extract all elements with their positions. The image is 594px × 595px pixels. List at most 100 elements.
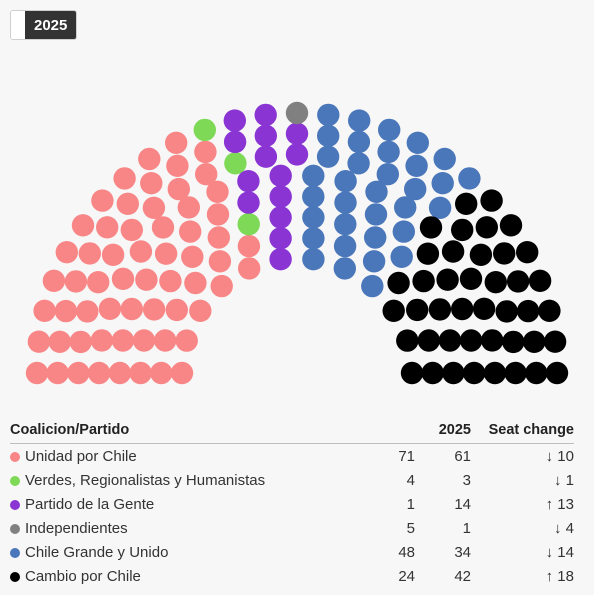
party-name-cell: Independientes [10, 516, 340, 540]
seat-dot [108, 361, 132, 385]
seat-dot [101, 243, 125, 266]
seat-dot [206, 203, 230, 226]
party-color-dot [10, 548, 20, 558]
seat-dot [516, 241, 539, 264]
party-color-dot [10, 500, 20, 510]
seat-change: ↓ 4 [553, 520, 574, 537]
seat-dot [269, 227, 292, 250]
seat-dot [96, 216, 119, 239]
seat-dot [64, 270, 88, 293]
seat-dot [181, 245, 204, 268]
parliament-chart [25, 101, 569, 385]
seat-dot [175, 329, 198, 352]
seat-dot [78, 242, 102, 265]
seat-dot [516, 299, 540, 323]
seat-dot [543, 330, 567, 353]
seat-dot [459, 329, 483, 352]
previous-seats: 48 [398, 544, 415, 561]
seat-dot [98, 297, 122, 320]
seat-dot [27, 330, 51, 353]
seat-table: Coalicion/Partido 2025 Seat change Unida… [10, 419, 574, 588]
seat-dot [347, 152, 370, 175]
seat-dot [404, 177, 427, 201]
seat-dot [167, 177, 190, 201]
seat-dot [138, 147, 161, 171]
seat-dot [416, 242, 440, 265]
seat-dot [87, 361, 111, 385]
seat-dot [480, 189, 503, 212]
seat-dot [91, 189, 114, 212]
seat-dot [451, 297, 474, 321]
seat-dot [504, 361, 527, 385]
seat-dot [120, 297, 143, 321]
seat-change: ↑ 18 [545, 568, 574, 585]
seat-dot [400, 361, 424, 385]
seat-dot [254, 145, 278, 168]
party-name-cell: Partido de la Gente [10, 492, 340, 516]
seat-dot [545, 361, 569, 385]
seat-dot [421, 361, 444, 385]
seats-2025: 14 [454, 496, 471, 513]
seat-dot [111, 267, 135, 290]
seat-dot [285, 143, 309, 166]
party-name: Chile Grande y Unido [25, 544, 169, 561]
seat-dot [254, 103, 277, 127]
seat-dot [179, 220, 202, 243]
seat-dot [462, 361, 486, 385]
seat-dot [55, 241, 78, 264]
seat-dot [348, 109, 371, 132]
seat-dot [428, 298, 452, 321]
year-toggle[interactable]: 2025 [10, 10, 78, 40]
seat-dot [140, 172, 163, 195]
party-name-cell: Verdes, Regionalistas y Humanistas [10, 468, 340, 492]
seat-dot [151, 216, 175, 239]
seat-dot [207, 226, 230, 249]
seat-dot [419, 216, 443, 239]
seat-dot [67, 361, 90, 385]
seat-dot [523, 330, 546, 353]
seat-dot [469, 243, 493, 266]
seat-dot [184, 271, 207, 295]
seat-dot [208, 250, 232, 273]
seat-dot [333, 257, 356, 280]
seat-dot [76, 300, 99, 323]
seats-2025: 61 [454, 448, 471, 465]
previous-seats: 5 [406, 520, 415, 537]
seat-dot [525, 361, 548, 385]
seat-dot [54, 299, 78, 323]
seat-dot [71, 214, 95, 237]
seat-dot [25, 361, 49, 385]
seat-dot [210, 274, 233, 298]
party-name: Verdes, Regionalistas y Humanistas [25, 472, 266, 489]
seat-dot [316, 145, 340, 168]
seat-dot [302, 185, 325, 208]
header-party: Coalicion/Partido [10, 419, 340, 444]
seat-change: ↓ 10 [545, 448, 574, 465]
seat-dot [165, 131, 188, 154]
seat-dot [159, 269, 182, 293]
seat-dot [269, 164, 292, 187]
party-name: Independientes [25, 520, 128, 537]
seat-change: ↓ 14 [545, 544, 574, 561]
seat-dot [254, 124, 277, 147]
seat-dot [170, 361, 194, 385]
seat-dot [431, 172, 454, 195]
seat-dot [113, 167, 136, 190]
seat-dot [237, 234, 261, 258]
seat-dot [285, 101, 309, 125]
toggle-off-segment[interactable] [11, 11, 25, 39]
seat-dot [154, 242, 178, 265]
seat-dot [42, 269, 66, 292]
seat-dot [406, 298, 429, 322]
seat-dot [472, 297, 496, 320]
seat-dot [69, 330, 92, 354]
seat-dot [237, 170, 260, 193]
seat-dot [177, 196, 200, 219]
party-color-dot [10, 524, 20, 534]
seat-dot [166, 154, 189, 177]
party-name: Cambio por Chile [25, 568, 141, 585]
table-row: Cambio por Chile 24 42 ↑ 18 [10, 564, 574, 588]
seat-dot [441, 240, 465, 263]
toggle-year-2025[interactable]: 2025 [25, 11, 77, 39]
seat-dot [302, 227, 325, 250]
